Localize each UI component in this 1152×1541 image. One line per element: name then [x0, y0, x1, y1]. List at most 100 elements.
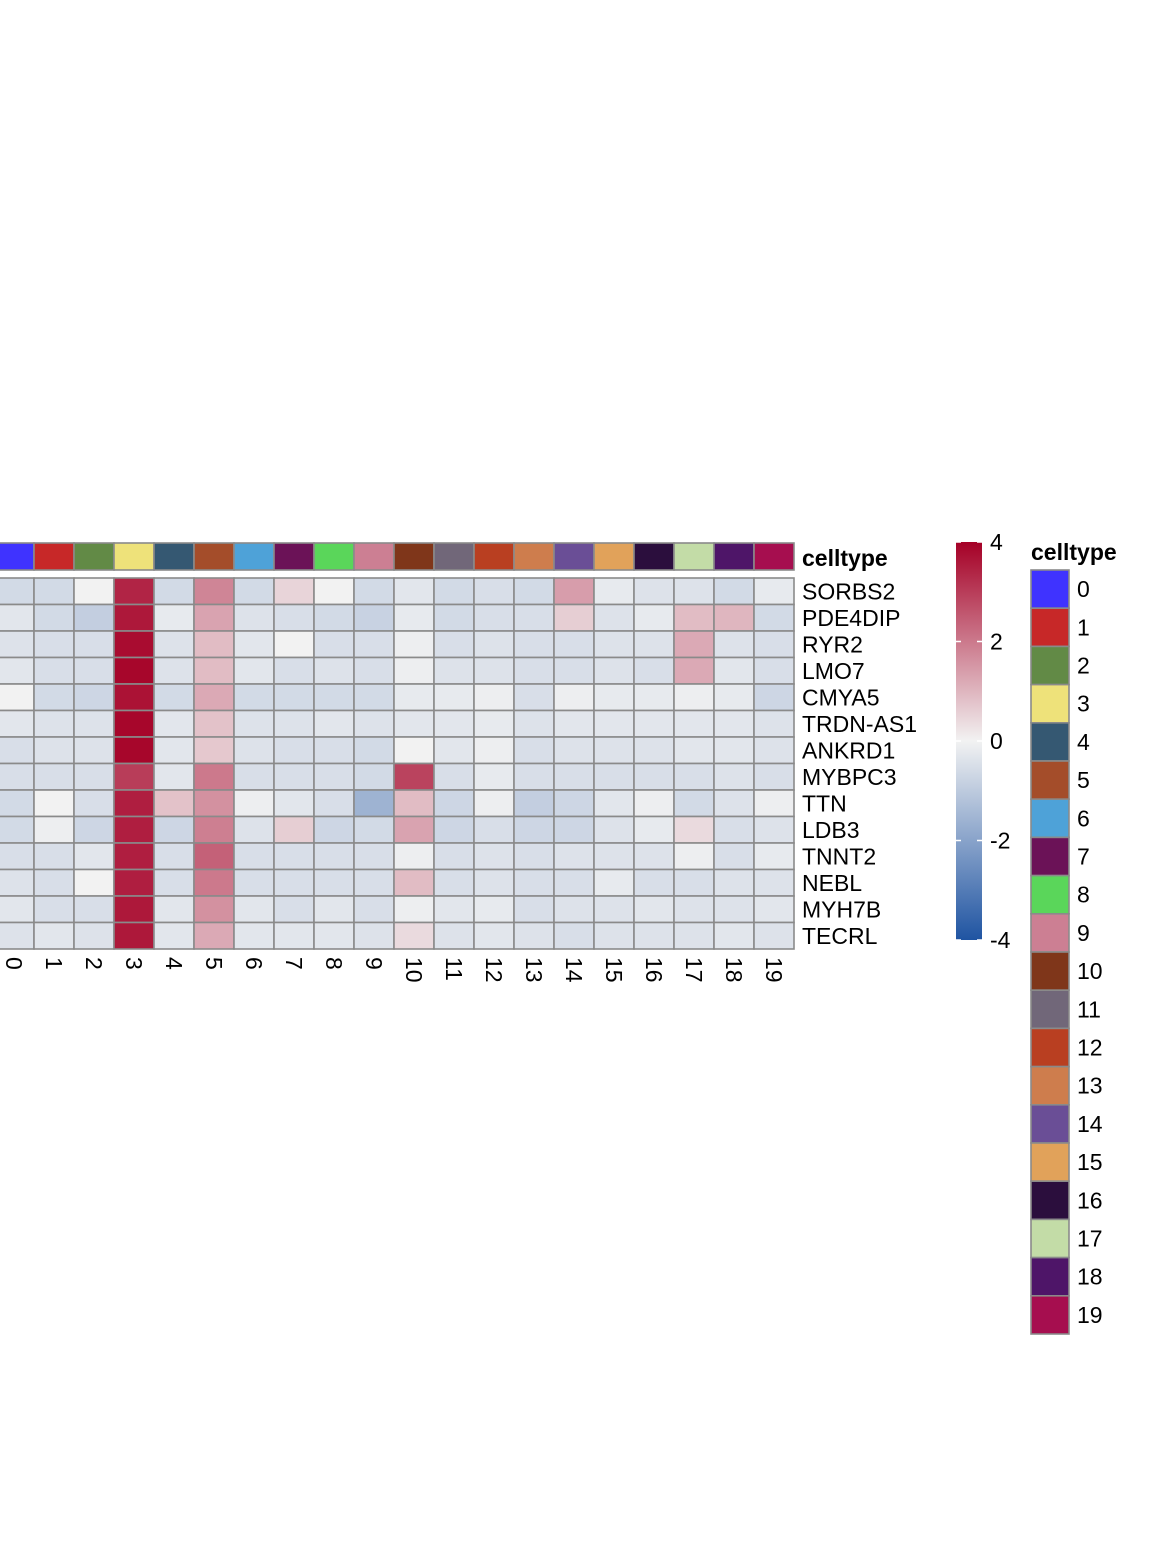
annotation-cell-7 [273, 542, 315, 571]
heatmap-cell [753, 709, 795, 738]
heatmap-cell [353, 603, 395, 632]
heatmap-cell [113, 895, 155, 924]
heatmap-cell [593, 630, 635, 659]
heatmap-cell [113, 789, 155, 818]
heatmap-cell [473, 630, 515, 659]
legend-swatch [1030, 989, 1070, 1030]
heatmap-cell [0, 736, 35, 765]
legend-swatch [1030, 912, 1070, 953]
heatmap-cell [713, 656, 755, 685]
heatmap-cell [153, 815, 195, 844]
legend-label: 2 [1077, 653, 1090, 679]
heatmap-cell [313, 762, 355, 791]
heatmap-cell [433, 762, 475, 791]
heatmap-cell [593, 789, 635, 818]
heatmap-cell [153, 683, 195, 712]
heatmap-cell [553, 683, 595, 712]
annotation-cell-3 [113, 542, 155, 571]
heatmap-cell [473, 736, 515, 765]
heatmap-cell [633, 868, 675, 897]
heatmap-cell [353, 921, 395, 950]
legend-label: 4 [1077, 729, 1090, 755]
legend-swatch [1030, 1295, 1070, 1335]
legend-label: 0 [1077, 576, 1090, 602]
heatmap-cell [753, 921, 795, 950]
heatmap-cell [433, 709, 475, 738]
heatmap-cell [153, 709, 195, 738]
heatmap-cell [673, 921, 715, 950]
heatmap-cell [353, 815, 395, 844]
colorbar: 4 2 0 -2 -4 [956, 529, 1011, 953]
annotation-cell-13 [513, 542, 555, 571]
heatmap-cell [153, 895, 195, 924]
heatmap-cell [433, 656, 475, 685]
row-label: LMO7 [802, 658, 865, 684]
heatmap-cell [713, 789, 755, 818]
heatmap-cell [73, 895, 115, 924]
heatmap-cell [553, 762, 595, 791]
heatmap-cell [673, 895, 715, 924]
heatmap-cell [393, 762, 435, 791]
row-labels: SORBS2PDE4DIPRYR2LMO7CMYA5TRDN-AS1ANKRD1… [802, 578, 917, 949]
heatmap-cell [33, 868, 75, 897]
annotation-cell-11 [433, 542, 475, 571]
heatmap-cell [633, 921, 675, 950]
row-label: TNNT2 [802, 843, 876, 869]
heatmap-cell [433, 736, 475, 765]
heatmap-cell [113, 603, 155, 632]
row-label: MYBPC3 [802, 764, 897, 790]
legend-swatch [1030, 569, 1070, 610]
heatmap-cell [353, 868, 395, 897]
legend-swatch [1030, 1256, 1070, 1297]
annotation-cell-14 [553, 542, 595, 571]
heatmap-cell [353, 762, 395, 791]
heatmap-cell [673, 603, 715, 632]
heatmap-cell [153, 868, 195, 897]
heatmap-cell [633, 815, 675, 844]
heatmap-cell [193, 815, 235, 844]
heatmap-cell [393, 736, 435, 765]
heatmap-cell [273, 683, 315, 712]
heatmap-cell [393, 868, 435, 897]
heatmap-cell [393, 577, 435, 606]
heatmap-cell [593, 842, 635, 871]
heatmap-cell [753, 868, 795, 897]
legend-label: 11 [1077, 996, 1101, 1022]
legend-label: 7 [1077, 844, 1090, 870]
heatmap-cell [73, 630, 115, 659]
colorbar-tick-label: 0 [990, 728, 1003, 754]
heatmap-cell [193, 736, 235, 765]
legend-label: 14 [1077, 1111, 1103, 1137]
legend-swatch [1030, 1104, 1070, 1144]
heatmap-cell [0, 868, 35, 897]
legend-label: 17 [1077, 1226, 1103, 1252]
heatmap-cell [73, 603, 115, 632]
heatmap-cell [553, 895, 595, 924]
heatmap-cell [473, 603, 515, 632]
heatmap-cell [713, 577, 755, 606]
heatmap-cell [553, 709, 595, 738]
heatmap-cell [0, 789, 35, 818]
legend-label: 3 [1077, 691, 1090, 717]
heatmap-cell [73, 577, 115, 606]
heatmap-cell [393, 709, 435, 738]
heatmap-cell [0, 815, 35, 844]
heatmap-cell [473, 921, 515, 950]
annotation-cell-0 [0, 542, 35, 571]
heatmap-cell [753, 736, 795, 765]
heatmap-cell [113, 868, 155, 897]
heatmap-cell [273, 868, 315, 897]
legend-swatch [1030, 683, 1070, 724]
heatmap-cell [33, 736, 75, 765]
heatmap-cell [273, 895, 315, 924]
heatmap-cell [633, 762, 675, 791]
heatmap-cell [513, 895, 555, 924]
heatmap-cell [73, 789, 115, 818]
row-label: RYR2 [802, 631, 863, 657]
heatmap-cell [233, 630, 275, 659]
heatmap-cell [33, 842, 75, 871]
heatmap-cell [713, 683, 755, 712]
heatmap-cell [593, 683, 635, 712]
